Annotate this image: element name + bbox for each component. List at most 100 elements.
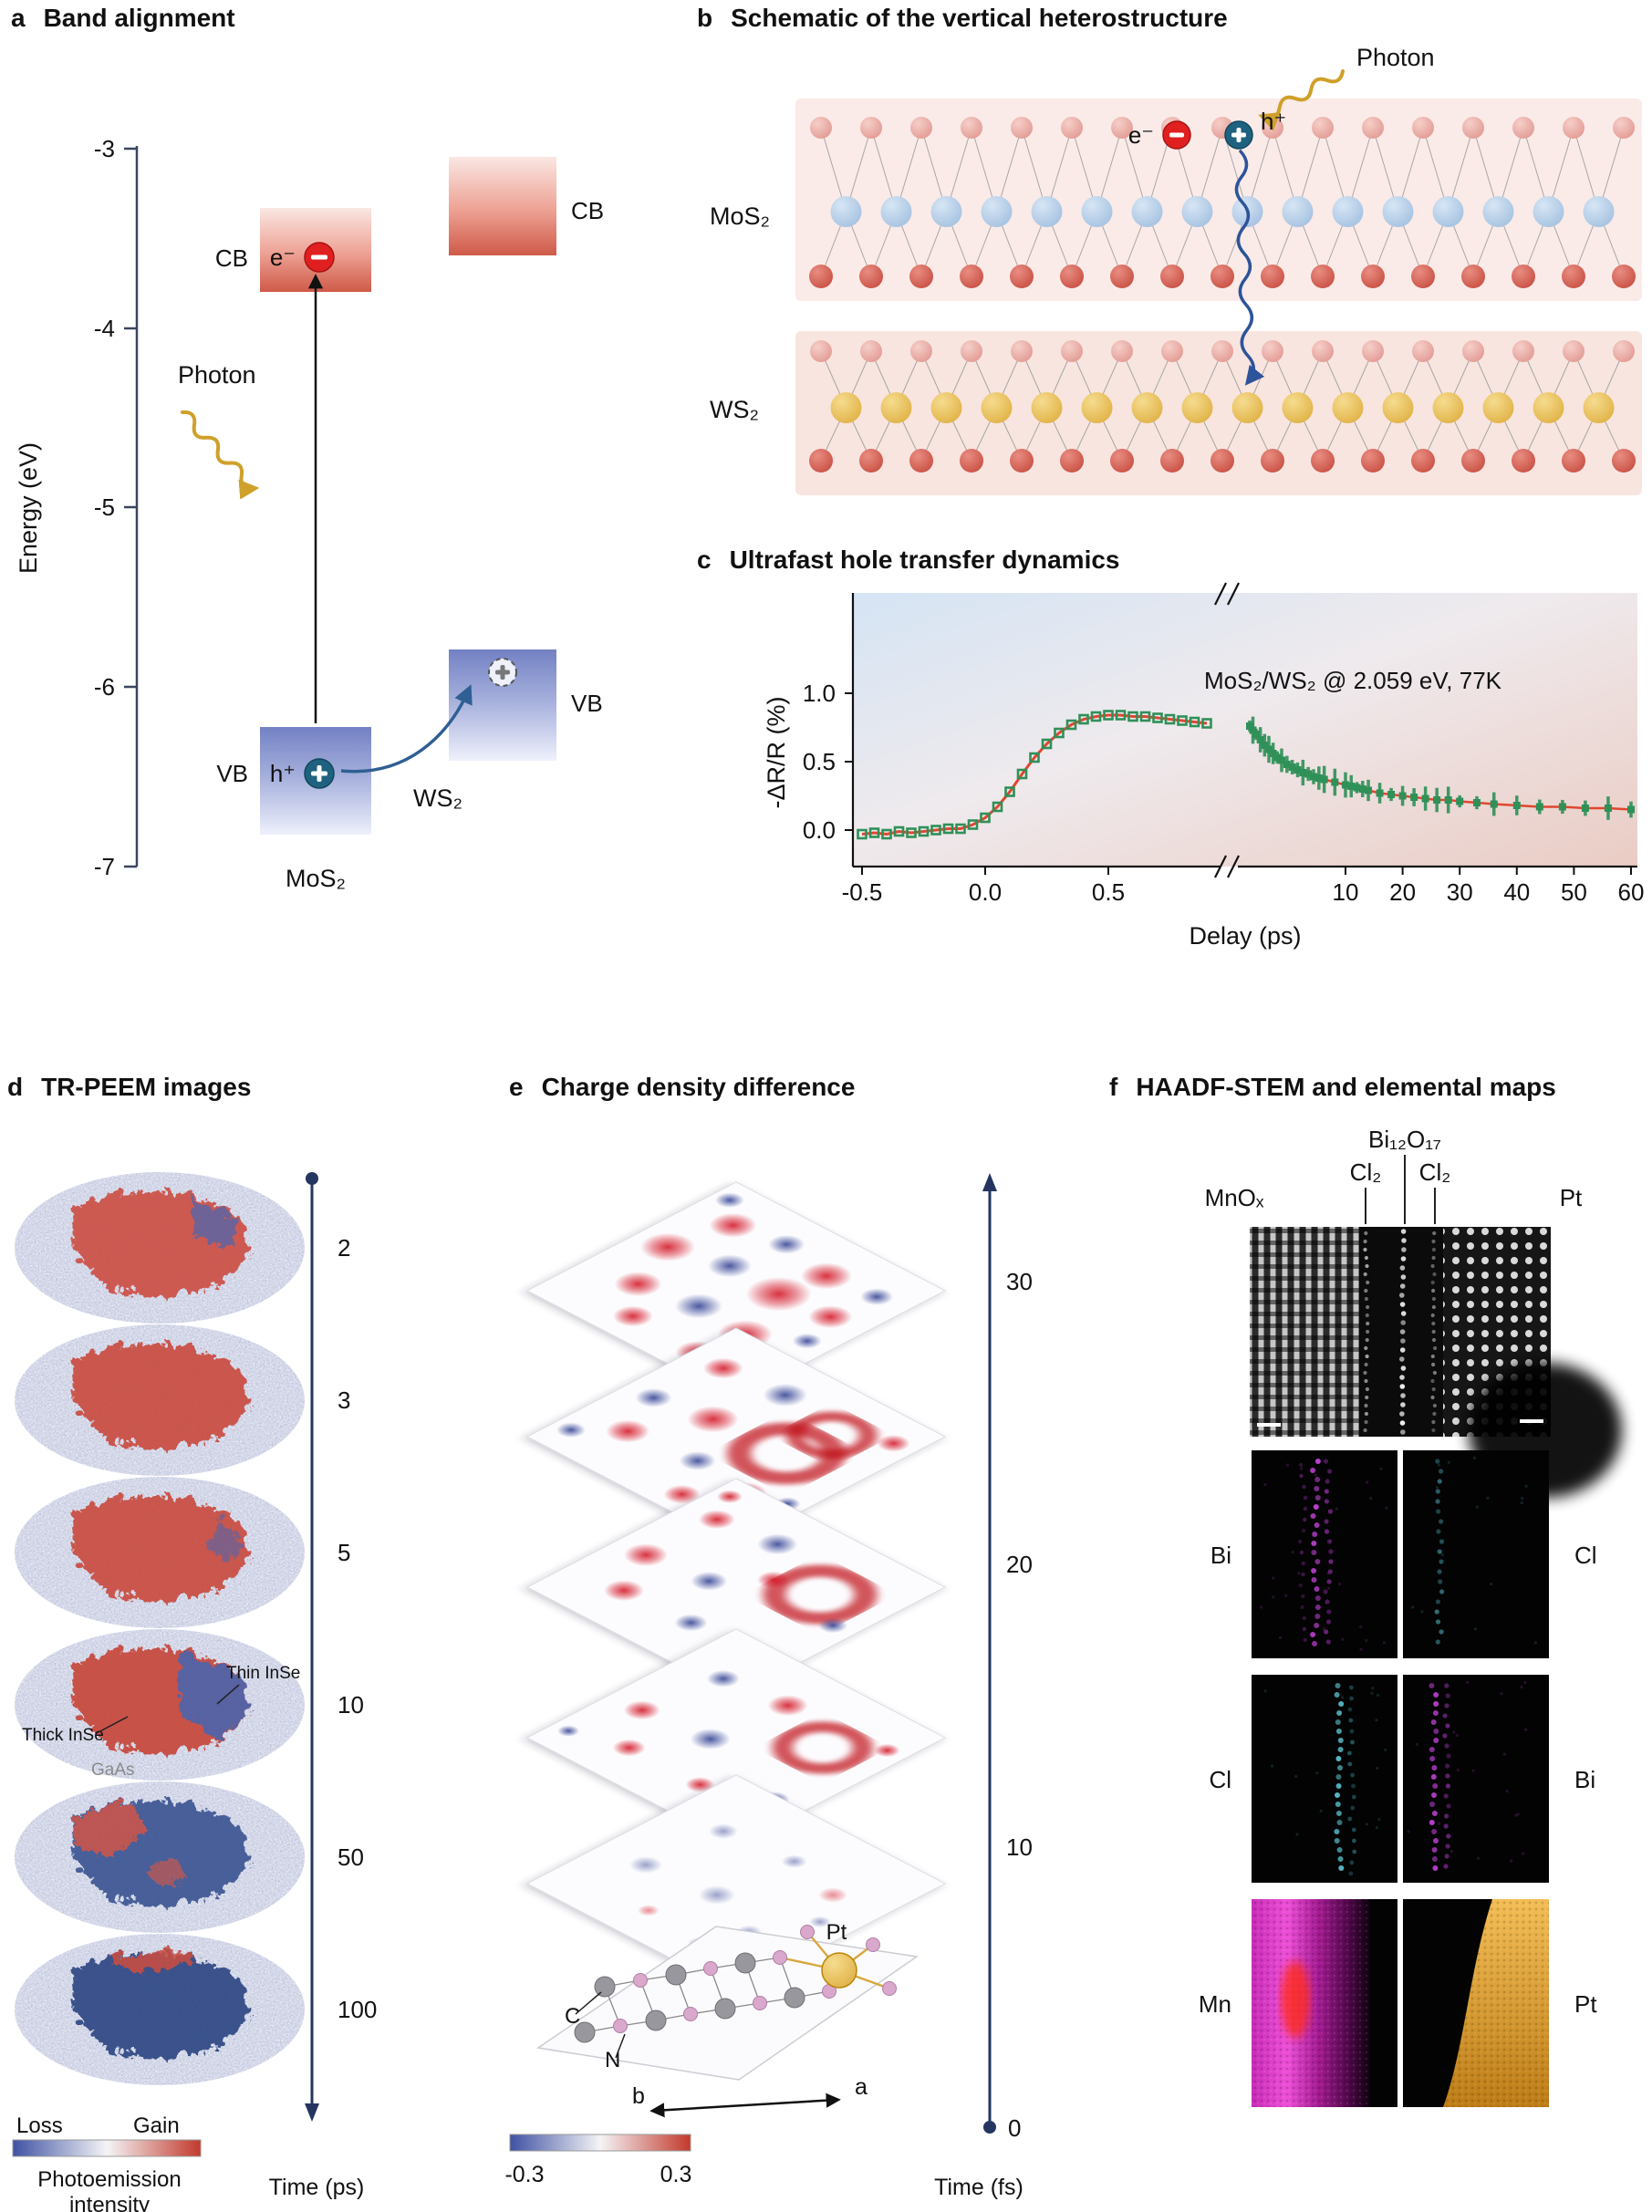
n-atom bbox=[633, 1973, 648, 1988]
x-tick-label: 50 bbox=[1561, 878, 1587, 906]
data-marker bbox=[1189, 716, 1200, 728]
electron-minus-icon bbox=[1169, 132, 1184, 138]
y-tick-label: 0.5 bbox=[803, 748, 836, 775]
sulfur-atom bbox=[1060, 265, 1084, 288]
x-tick-label: 10 bbox=[1333, 878, 1359, 906]
sulfur-atom bbox=[1613, 340, 1635, 362]
time-axis bbox=[305, 1172, 319, 2122]
sulfur-atom bbox=[1512, 340, 1534, 362]
bi12o17-label: Bi₁₂O₁₇ bbox=[1368, 1126, 1441, 1153]
x-tick-label: 0.5 bbox=[1092, 878, 1125, 906]
metal-atom bbox=[1031, 392, 1063, 423]
sulfur-atom bbox=[1362, 340, 1384, 362]
ws2-label: WS₂ bbox=[413, 784, 462, 812]
time-tick-label: 2 bbox=[338, 1234, 350, 1262]
data-marker bbox=[1358, 785, 1366, 793]
data-marker bbox=[1090, 711, 1102, 722]
x-tick-label: -0.5 bbox=[842, 878, 883, 906]
map-label-right: Pt bbox=[1574, 1990, 1597, 2018]
y-tick-label: 1.0 bbox=[803, 680, 836, 707]
data-marker bbox=[1283, 761, 1291, 768]
c-atom bbox=[665, 1964, 687, 1986]
bi-map bbox=[1252, 1450, 1397, 1658]
data-marker bbox=[1558, 803, 1566, 811]
map-label-right: Bi bbox=[1574, 1766, 1595, 1793]
peem-ellipse bbox=[15, 1934, 305, 2085]
data-marker bbox=[857, 828, 868, 840]
metal-atom bbox=[1231, 392, 1263, 423]
data-marker bbox=[992, 801, 1003, 813]
n-atom bbox=[882, 1981, 897, 1996]
sulfur-atom bbox=[860, 340, 882, 362]
time-tick-label: 0 bbox=[1008, 2114, 1021, 2142]
sulfur-atom bbox=[810, 117, 832, 139]
sulfur-atom bbox=[1562, 449, 1585, 473]
metal-atom bbox=[930, 392, 962, 423]
inse-flake bbox=[67, 1490, 247, 1598]
sulfur-atom bbox=[1361, 265, 1385, 288]
data-marker bbox=[1314, 774, 1323, 782]
mos2-label: MoS₂ bbox=[710, 203, 770, 230]
data-marker bbox=[1288, 763, 1296, 771]
region-annotations: Thick InSe Thin InSe GaAs bbox=[22, 1664, 300, 1780]
cb-label: CB bbox=[215, 244, 248, 272]
data-marker bbox=[1387, 791, 1396, 798]
sulfur-atom bbox=[1563, 340, 1584, 362]
overlay-arrows bbox=[1234, 69, 1345, 386]
panel-c-chart: -0.5 0.0 0.5 10 20 30 40 50 60 0.0 0.5 1.0 Delay (p… bbox=[763, 582, 1645, 950]
panel-b-letter: b bbox=[697, 4, 713, 32]
gain-label: Gain bbox=[133, 2113, 180, 2138]
metal-atom bbox=[1533, 392, 1564, 423]
metal-atom bbox=[1282, 392, 1314, 423]
metal-atom bbox=[880, 196, 912, 227]
data-marker bbox=[980, 812, 991, 824]
data-marker bbox=[1456, 797, 1464, 805]
data-marker bbox=[1256, 736, 1264, 743]
data-marker bbox=[1433, 796, 1441, 804]
x-axis-label: Delay (ps) bbox=[1189, 922, 1301, 950]
energy-tick-label: -7 bbox=[94, 853, 115, 880]
sulfur-atom bbox=[1613, 117, 1635, 139]
energy-tick-label: -4 bbox=[94, 315, 115, 342]
sulfur-atom bbox=[960, 265, 983, 288]
panel-a-header: a Band alignment bbox=[11, 4, 235, 33]
data-marker bbox=[1331, 778, 1339, 786]
sulfur-atom bbox=[1512, 265, 1535, 288]
metal-atom bbox=[1181, 392, 1213, 423]
sulfur-atom bbox=[1010, 449, 1034, 473]
data-marker bbox=[1304, 770, 1313, 778]
inse-flake bbox=[67, 1338, 247, 1446]
sulfur-atom bbox=[1461, 449, 1485, 473]
data-marker bbox=[1278, 756, 1286, 764]
time-tick-label: 5 bbox=[338, 1539, 350, 1566]
axis-break-marks bbox=[1214, 582, 1240, 878]
stem-layer-labels: Bi₁₂O₁₇ Cl₂ Cl₂ MnOₓ Pt bbox=[1205, 1126, 1583, 1224]
sulfur-atom bbox=[910, 117, 932, 139]
data-marker bbox=[1127, 711, 1138, 722]
sulfur-atom bbox=[1110, 449, 1134, 473]
map-label-right: Cl bbox=[1574, 1542, 1597, 1569]
data-marker bbox=[1294, 766, 1302, 774]
axis-ticks: -0.5 0.0 0.5 10 20 30 40 50 60 0.0 0.5 1.0 bbox=[803, 680, 1645, 906]
metal-atom bbox=[981, 196, 1013, 227]
energy-axis-title: Energy (eV) bbox=[15, 442, 42, 574]
time-tick-label: 50 bbox=[338, 1843, 364, 1871]
data-marker bbox=[1273, 753, 1282, 762]
sulfur-atom bbox=[1160, 265, 1184, 288]
metal-atom bbox=[1131, 196, 1163, 227]
y-axis-label: -ΔR/R (%) bbox=[763, 696, 790, 808]
sulfur-atom bbox=[1411, 449, 1435, 473]
time-axis-arrowhead bbox=[982, 1173, 997, 1191]
sulfur-atom bbox=[1361, 449, 1385, 473]
data-marker bbox=[1269, 750, 1277, 757]
sulfur-atom bbox=[1262, 340, 1283, 362]
sulfur-atom bbox=[1612, 449, 1636, 473]
ab-axes-arrow bbox=[649, 2093, 841, 2118]
metal-atom bbox=[1382, 196, 1414, 227]
scale-bar-right bbox=[1520, 1419, 1543, 1423]
sulfur-atom bbox=[1011, 117, 1033, 139]
map-label-left: Mn bbox=[1199, 1990, 1231, 2018]
photon-label: Photon bbox=[1356, 44, 1435, 71]
metal-atom bbox=[1081, 392, 1113, 423]
